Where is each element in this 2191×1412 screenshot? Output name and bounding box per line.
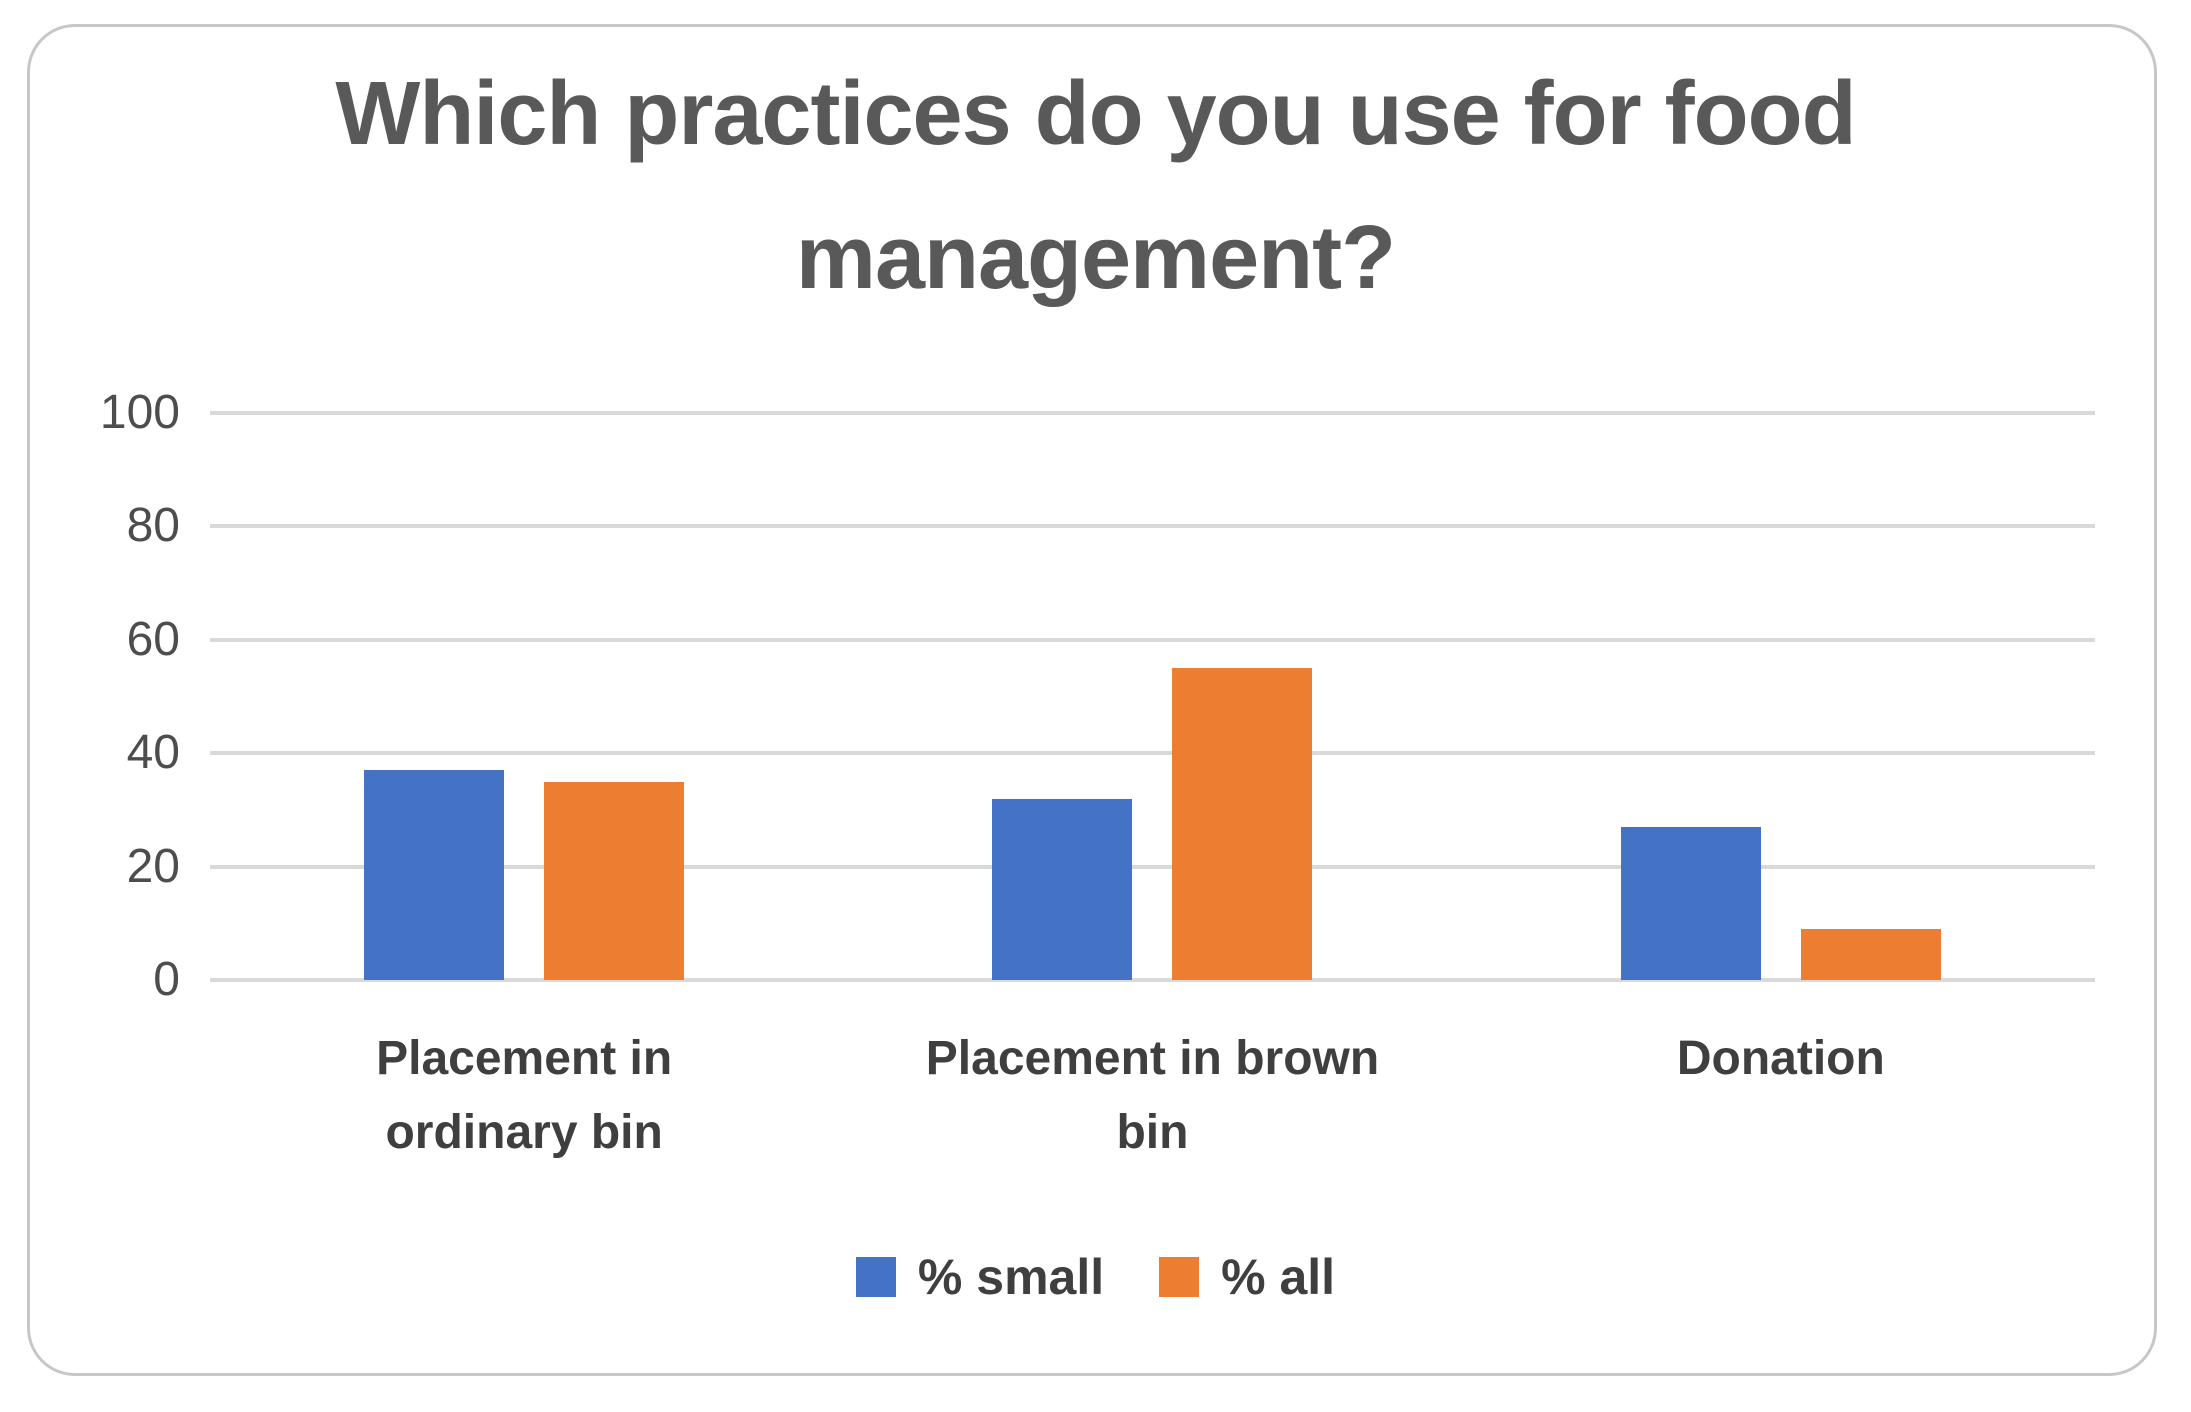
legend-swatch-all bbox=[1159, 1257, 1200, 1297]
gridline-60 bbox=[210, 637, 2095, 642]
legend-label-all: % all bbox=[1221, 1249, 1336, 1305]
bars-container bbox=[210, 413, 2095, 980]
x-axis-label-placement-in-ordinary-bin: Placement in ordinary bin bbox=[376, 1032, 673, 1160]
x-axis-label-placement-in-brown-bin: Placement in brown bin bbox=[925, 1032, 1380, 1160]
bar-group-placement-in-brown-bin bbox=[838, 413, 1466, 980]
bar-all-donation bbox=[1800, 928, 1941, 980]
chart-title: Which practices do you use for food mana… bbox=[335, 64, 1856, 308]
gridline-100 bbox=[210, 411, 2095, 415]
bar-small-placement-in-brown-bin bbox=[992, 798, 1133, 980]
bar-group-donation bbox=[1467, 413, 2095, 980]
legend-swatch-small bbox=[855, 1257, 896, 1297]
y-axis: 0 20 40 60 80 100 bbox=[40, 389, 180, 1004]
x-label-cell-placement-in-ordinary-bin: Placement in ordinary bin bbox=[210, 1022, 838, 1171]
x-axis-label-donation: Donation bbox=[1676, 1032, 1885, 1085]
plot-area bbox=[210, 411, 2095, 982]
bar-small-placement-in-ordinary-bin bbox=[364, 770, 505, 980]
gridline-20 bbox=[210, 864, 2095, 869]
legend-label-small: % small bbox=[917, 1249, 1105, 1305]
x-axis-labels: Placement in ordinary bin Placement in br… bbox=[210, 1022, 2095, 1171]
y-axis-tick-label-40: 40 bbox=[126, 726, 180, 780]
legend-item-small: % small bbox=[855, 1248, 1105, 1306]
y-axis-tick-label-100: 100 bbox=[99, 386, 180, 439]
bar-group-placement-in-ordinary-bin bbox=[210, 413, 838, 980]
x-label-cell-placement-in-brown-bin: Placement in brown bin bbox=[838, 1022, 1466, 1171]
gridline-0 bbox=[210, 978, 2095, 982]
legend-item-all: % all bbox=[1159, 1248, 1335, 1306]
bar-all-placement-in-ordinary-bin bbox=[544, 781, 685, 980]
bar-small-donation bbox=[1620, 826, 1761, 980]
y-axis-tick-label-0: 0 bbox=[153, 953, 180, 1006]
chart-border bbox=[27, 24, 2157, 1376]
y-axis-tick-label-20: 20 bbox=[126, 839, 180, 893]
gridline-80 bbox=[210, 524, 2095, 529]
y-axis-tick-label-60: 60 bbox=[126, 612, 180, 666]
x-label-cell-donation: Donation bbox=[1467, 1022, 2095, 1171]
legend: % small % all bbox=[0, 1248, 2191, 1306]
gridline-40 bbox=[210, 751, 2095, 756]
y-axis-tick-label-80: 80 bbox=[126, 499, 180, 553]
bar-all-placement-in-brown-bin bbox=[1172, 668, 1313, 980]
